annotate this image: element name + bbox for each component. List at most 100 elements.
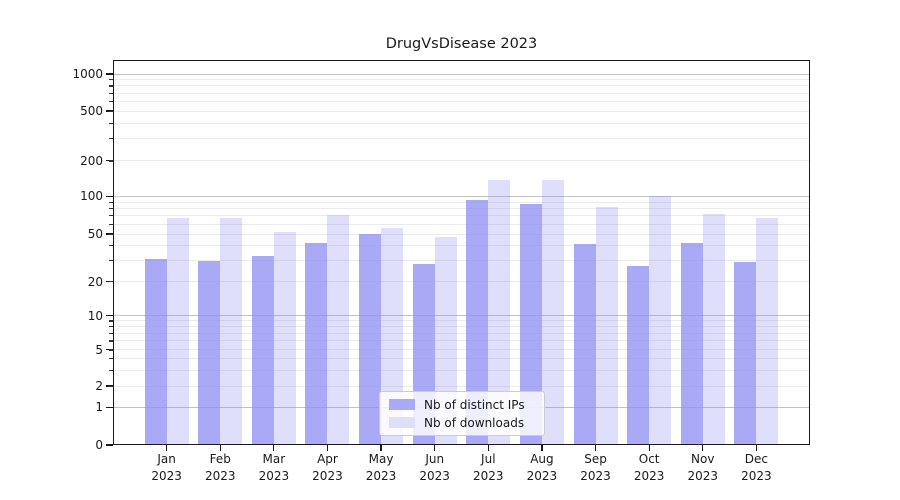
x-tick-label: Sep 2023 — [580, 452, 611, 483]
x-tick-mark — [326, 445, 329, 451]
bar — [734, 262, 757, 445]
y-tick-label: 5 — [95, 342, 103, 357]
gridline-minor — [113, 100, 810, 102]
bar — [381, 227, 404, 445]
gridline-minor — [113, 320, 810, 322]
gridline-major — [113, 73, 810, 75]
y-minor-tick-mark — [109, 281, 113, 283]
x-tick-label: May 2023 — [365, 452, 397, 483]
legend-item-downloads: Nb of downloads — [389, 416, 544, 430]
y-tick-label: 20 — [87, 274, 103, 289]
y-minor-tick-mark — [109, 358, 113, 360]
bar — [220, 218, 243, 445]
y-tick-mark — [106, 195, 113, 198]
x-tick-mark — [487, 445, 489, 451]
x-tick-mark — [755, 445, 757, 451]
x-tick-mark — [648, 445, 650, 451]
y-minor-tick-mark — [109, 340, 113, 342]
y-minor-tick-mark — [109, 332, 113, 334]
x-tick-mark — [434, 445, 436, 451]
gridline-minor — [113, 385, 810, 387]
y-tick-label: 500 — [80, 104, 103, 118]
legend-label-distinct-ips: Nb of distinct IPs — [424, 397, 525, 412]
y-tick-label: 1000 — [72, 67, 103, 81]
y-tick-label: 50 — [87, 227, 103, 242]
bar — [327, 215, 350, 445]
y-minor-tick-mark — [109, 349, 113, 351]
x-tick-label: Apr 2023 — [312, 452, 343, 483]
y-minor-tick-mark — [109, 85, 113, 87]
gridline-minor — [113, 349, 810, 351]
gridline-minor — [113, 138, 810, 140]
y-minor-tick-mark — [109, 100, 113, 102]
bar — [359, 234, 382, 445]
x-tick-label: Jan 2023 — [151, 452, 182, 483]
legend: Nb of distinct IPs Nb of downloads — [379, 391, 545, 436]
gridline-minor — [113, 340, 810, 342]
y-minor-tick-mark — [109, 260, 113, 262]
y-minor-tick-mark — [109, 320, 113, 322]
y-minor-tick-mark — [109, 79, 113, 81]
legend-item-distinct-ips: Nb of distinct IPs — [389, 398, 544, 412]
gridline-minor — [113, 326, 810, 328]
chart-title: DrugVsDisease 2023 — [385, 36, 538, 52]
x-tick-mark — [702, 445, 704, 451]
y-minor-tick-mark — [109, 369, 113, 371]
x-tick-label: Dec 2023 — [741, 452, 772, 483]
y-minor-tick-mark — [109, 233, 113, 235]
gridline-minor — [113, 245, 810, 247]
bar — [488, 179, 511, 445]
y-minor-tick-mark — [109, 326, 113, 328]
bar — [702, 213, 725, 445]
y-minor-tick-mark — [109, 208, 113, 210]
x-tick-mark — [541, 445, 543, 451]
gridline-minor — [113, 281, 810, 283]
gridline-major — [113, 195, 810, 197]
y-tick-label: 100 — [80, 189, 103, 204]
x-tick-label: Jun 2023 — [419, 452, 450, 483]
bar — [649, 196, 672, 445]
y-tick-mark — [106, 315, 113, 317]
gridline-minor — [113, 369, 810, 371]
bar — [595, 207, 618, 445]
y-tick-label: 200 — [80, 153, 103, 168]
bar — [573, 244, 596, 445]
bar — [273, 231, 296, 445]
gridline-minor — [113, 85, 810, 87]
gridline-minor — [113, 92, 810, 94]
bar — [519, 204, 542, 445]
y-tick-mark — [106, 406, 113, 408]
y-minor-tick-mark — [109, 201, 113, 203]
gridline-minor — [113, 79, 810, 81]
y-minor-tick-mark — [109, 223, 113, 225]
y-minor-tick-mark — [109, 215, 113, 217]
x-tick-label: Aug 2023 — [526, 452, 558, 483]
x-tick-label: Mar 2023 — [258, 452, 290, 483]
bar — [251, 255, 274, 445]
x-tick-mark — [594, 445, 597, 451]
bar — [198, 260, 221, 445]
legend-swatch-distinct-ips — [389, 399, 415, 410]
bar — [756, 218, 779, 445]
y-minor-tick-mark — [109, 110, 113, 112]
gridline-minor — [113, 233, 810, 235]
gridline-major — [113, 315, 810, 317]
gridline-minor — [113, 215, 810, 217]
y-tick-label: 1 — [95, 400, 103, 415]
gridline-minor — [113, 110, 810, 112]
gridline-minor — [113, 223, 810, 225]
gridline-minor — [113, 160, 810, 162]
gridline-minor — [113, 358, 810, 360]
y-tick-label: 2 — [95, 379, 103, 394]
bar — [627, 266, 650, 445]
y-tick-mark — [106, 444, 113, 446]
gridline-minor — [113, 208, 810, 210]
y-minor-tick-mark — [109, 92, 113, 94]
y-minor-tick-mark — [109, 122, 113, 124]
x-tick-mark — [273, 445, 275, 451]
bar — [144, 258, 167, 445]
y-minor-tick-mark — [109, 160, 113, 162]
plot-area: Nb of distinct IPs Nb of downloads — [113, 60, 810, 445]
gridline-minor — [113, 201, 810, 203]
